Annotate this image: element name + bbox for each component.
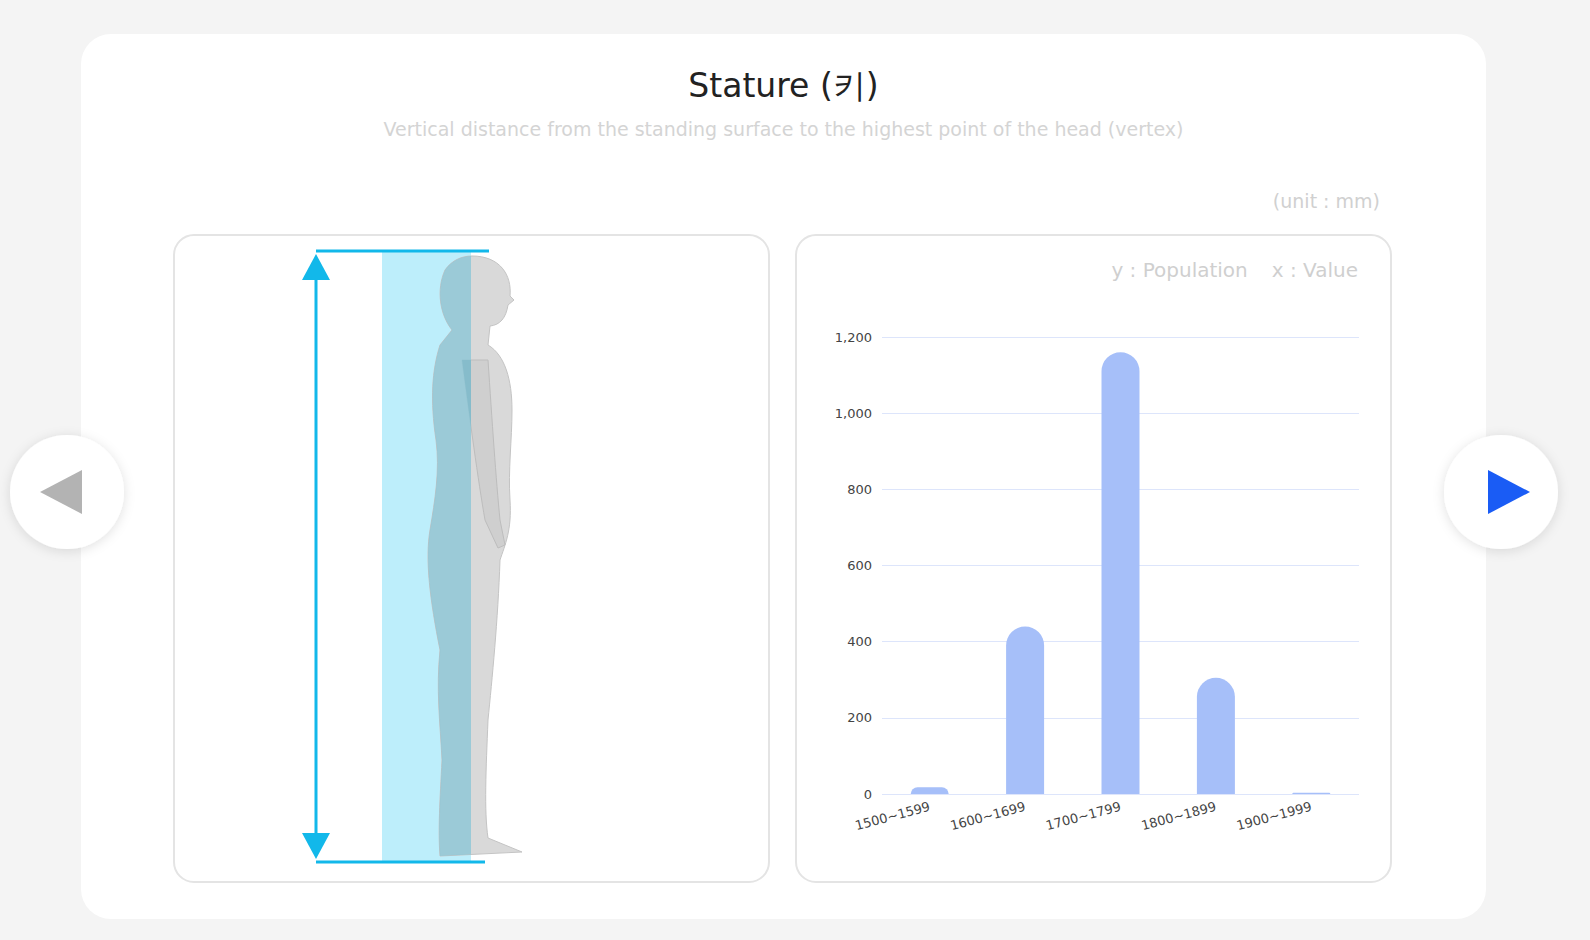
svg-text:200: 200 <box>847 710 872 725</box>
html-text:(unit : mm): (unit : mm) <box>1272 190 1380 212</box>
svg-text:1600~1699: 1600~1699 <box>949 799 1027 833</box>
svg-text:1900~1999: 1900~1999 <box>1235 799 1313 833</box>
svg-text:800: 800 <box>847 482 872 497</box>
html-text:x : Value: x : Value <box>1271 258 1358 282</box>
svg-text:1,200: 1,200 <box>835 330 872 345</box>
svg-text:1500~1599: 1500~1599 <box>853 799 931 833</box>
html-text:Stature (키): Stature (키) <box>688 66 879 105</box>
svg-text:1,000: 1,000 <box>835 406 872 421</box>
svg-text:0: 0 <box>864 787 872 802</box>
svg-text:600: 600 <box>847 558 872 573</box>
html-text:Vertical distance from the sta: Vertical distance from the standing surf… <box>383 118 1184 140</box>
svg-text:1700~1799: 1700~1799 <box>1044 799 1122 833</box>
html-text:y : Population: y : Population <box>1111 258 1248 282</box>
svg-text:1800~1899: 1800~1899 <box>1140 799 1218 833</box>
svg-text:400: 400 <box>847 634 872 649</box>
